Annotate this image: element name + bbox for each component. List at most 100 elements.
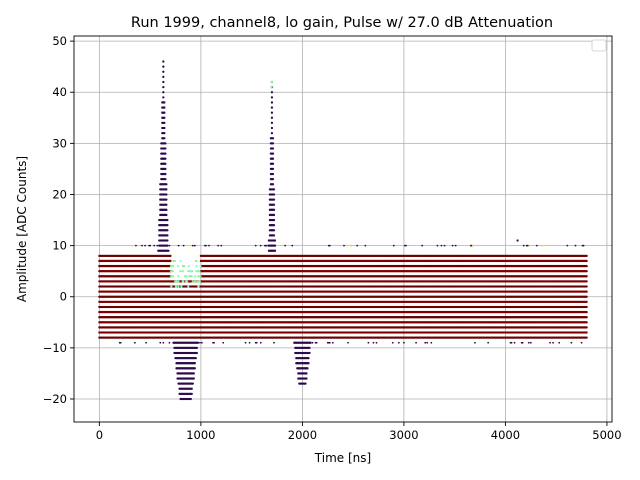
data-point bbox=[166, 239, 169, 242]
data-point bbox=[271, 178, 275, 181]
data-point bbox=[162, 96, 165, 99]
data-point bbox=[248, 341, 251, 344]
data-points bbox=[98, 60, 588, 401]
data-point bbox=[165, 213, 168, 217]
data-point bbox=[304, 382, 307, 385]
data-point bbox=[189, 397, 192, 401]
data-point bbox=[356, 244, 359, 247]
data-point bbox=[193, 362, 196, 365]
data-point bbox=[162, 70, 165, 73]
data-point bbox=[144, 244, 146, 247]
data-point bbox=[193, 367, 196, 370]
chart-title: Run 1999, channel8, lo gain, Pulse w/ 27… bbox=[131, 15, 553, 31]
data-point bbox=[347, 341, 349, 344]
data-point bbox=[192, 372, 195, 375]
data-point bbox=[272, 224, 276, 227]
data-point bbox=[315, 341, 318, 344]
data-point bbox=[162, 65, 165, 68]
data-point bbox=[164, 162, 167, 165]
data-point bbox=[306, 367, 309, 370]
data-point bbox=[270, 131, 274, 135]
data-point bbox=[153, 244, 156, 247]
data-point bbox=[135, 244, 137, 247]
data-point bbox=[213, 341, 215, 344]
data-point bbox=[192, 377, 195, 380]
data-point bbox=[177, 244, 180, 247]
data-point bbox=[165, 208, 168, 211]
data-point bbox=[272, 193, 276, 196]
data-point bbox=[163, 111, 166, 114]
data-point bbox=[164, 142, 167, 145]
data-point bbox=[169, 259, 172, 263]
data-point bbox=[198, 341, 201, 344]
data-point bbox=[162, 75, 165, 79]
data-point bbox=[305, 377, 308, 380]
data-point bbox=[272, 203, 276, 206]
data-point bbox=[162, 80, 165, 84]
data-point bbox=[255, 341, 258, 344]
data-point bbox=[273, 249, 277, 252]
data-point bbox=[272, 234, 276, 237]
data-point bbox=[163, 121, 166, 125]
data-point bbox=[165, 183, 168, 186]
data-point bbox=[165, 193, 168, 196]
data-point bbox=[272, 208, 276, 211]
data-point bbox=[270, 96, 274, 99]
data-point bbox=[166, 224, 169, 227]
data-point bbox=[167, 249, 170, 252]
data-point bbox=[164, 178, 167, 181]
data-point bbox=[130, 244, 133, 247]
data-point bbox=[156, 244, 159, 247]
data-point bbox=[119, 341, 122, 344]
data-point bbox=[270, 116, 274, 119]
data-point bbox=[272, 229, 276, 232]
data-point bbox=[271, 162, 275, 165]
data-point bbox=[271, 172, 275, 176]
data-point bbox=[270, 101, 274, 104]
data-point bbox=[208, 244, 210, 247]
data-point bbox=[272, 218, 276, 222]
data-point bbox=[271, 183, 275, 186]
data-point bbox=[164, 167, 167, 171]
data-point bbox=[259, 244, 262, 247]
data-point bbox=[163, 137, 166, 140]
data-point bbox=[169, 254, 172, 257]
data-point bbox=[162, 91, 165, 94]
data-point bbox=[205, 244, 207, 247]
data-point bbox=[193, 244, 196, 247]
data-point bbox=[195, 346, 198, 350]
data-point bbox=[149, 244, 152, 247]
data-point bbox=[182, 244, 185, 247]
data-point bbox=[163, 131, 166, 135]
data-point bbox=[145, 341, 147, 344]
data-point bbox=[272, 198, 276, 201]
data-point bbox=[166, 234, 169, 237]
data-point bbox=[311, 341, 314, 344]
data-point bbox=[270, 126, 274, 130]
data-point bbox=[164, 157, 167, 160]
data-point bbox=[189, 244, 192, 247]
data-point bbox=[259, 341, 262, 344]
data-point bbox=[166, 229, 169, 232]
data-point bbox=[328, 341, 331, 344]
data-point bbox=[309, 341, 312, 344]
data-point bbox=[291, 244, 294, 247]
data-point bbox=[244, 341, 247, 344]
data-point bbox=[164, 152, 167, 155]
data-point bbox=[271, 137, 275, 140]
data-point bbox=[308, 351, 311, 355]
data-point bbox=[343, 244, 345, 247]
data-point bbox=[271, 142, 275, 145]
data-point bbox=[141, 244, 143, 247]
data-point bbox=[272, 188, 276, 191]
data-point bbox=[168, 341, 171, 344]
data-point bbox=[163, 126, 166, 130]
data-point bbox=[273, 239, 277, 242]
data-point bbox=[271, 167, 275, 171]
data-point bbox=[331, 341, 334, 344]
data-point bbox=[162, 341, 165, 344]
data-point bbox=[270, 91, 274, 94]
data-point bbox=[164, 147, 167, 150]
data-point bbox=[195, 351, 198, 355]
data-point bbox=[162, 60, 165, 63]
